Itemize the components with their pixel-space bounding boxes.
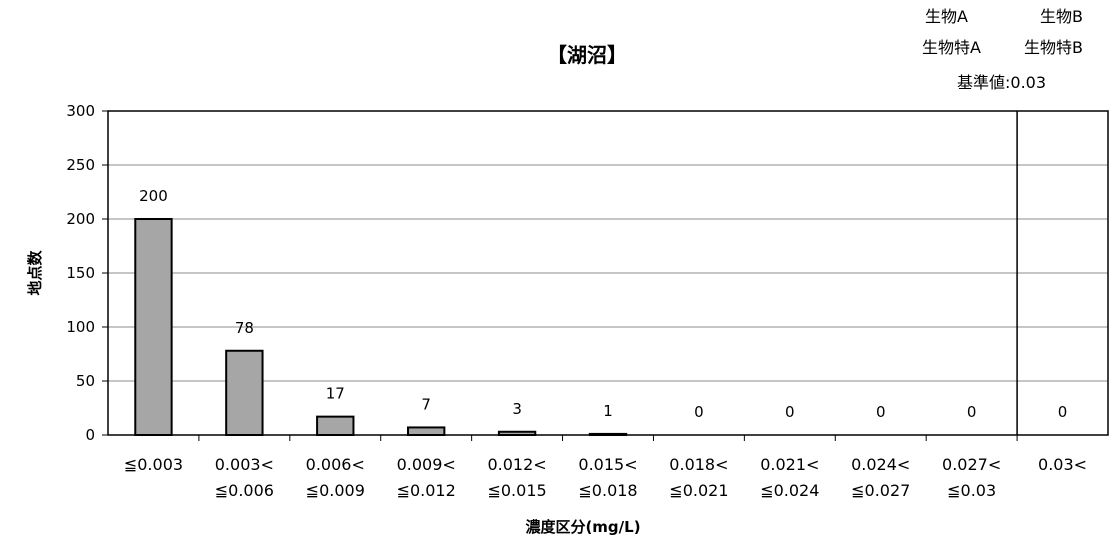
y-tick-label: 250 (66, 156, 95, 174)
x-tick-label: ≦0.03 (947, 481, 996, 500)
x-tick-label: ≦0.006 (215, 481, 274, 500)
x-tick-label: 0.018< (669, 455, 728, 474)
x-tick-label: 0.012< (487, 455, 546, 474)
x-tick-label: ≦0.012 (397, 481, 456, 500)
bar (134, 218, 173, 436)
x-tick-label: 0.021< (760, 455, 819, 474)
data-label: 78 (235, 319, 254, 337)
annotation-organism-b: 生物B (1040, 7, 1083, 26)
data-label: 0 (1058, 403, 1068, 421)
data-label: 7 (421, 395, 431, 413)
bar (316, 415, 355, 437)
data-label: 0 (694, 403, 704, 421)
y-tick-label: 50 (76, 372, 95, 390)
bar (225, 349, 264, 437)
standard-annotation: 生物A 生物B 生物特A 生物特B 基準値:0.03 (922, 7, 1083, 92)
y-tick-label: 100 (66, 318, 95, 336)
bars (134, 218, 628, 437)
data-label: 0 (785, 403, 795, 421)
x-axis-label: 濃度区分(mg/L) (525, 518, 640, 536)
plot-area-border (107, 110, 1109, 436)
x-tick-label: 0.003< (215, 455, 274, 474)
data-label: 0 (967, 403, 977, 421)
data-label: 0 (876, 403, 886, 421)
x-tick-label: 0.024< (851, 455, 910, 474)
x-tick-label: 0.006< (306, 455, 365, 474)
x-tick-label: ≦0.009 (306, 481, 365, 500)
plot-frame (107, 110, 1109, 436)
y-tick-label: 150 (66, 264, 95, 282)
y-tick-label: 0 (85, 426, 95, 444)
data-label: 17 (326, 385, 345, 403)
data-label: 200 (139, 187, 168, 205)
y-axis-label: 地点数 (26, 250, 44, 296)
annotation-organism-a: 生物A (925, 7, 968, 26)
x-tick-label: ≦0.015 (487, 481, 546, 500)
y-tick-label: 300 (66, 102, 95, 120)
annotation-organism-special-b: 生物特B (1024, 38, 1083, 57)
x-tick-label: 0.009< (397, 455, 456, 474)
gridlines (108, 110, 1108, 382)
x-tick-label: ≦0.003 (124, 455, 183, 474)
data-label: 3 (512, 400, 522, 418)
x-tick-label: 0.015< (578, 455, 637, 474)
x-tick-label: ≦0.021 (669, 481, 728, 500)
data-labels: 200 78 17 7 3 1 0 0 0 0 0 (139, 187, 1067, 421)
annotation-standard-value: 基準値:0.03 (957, 73, 1046, 92)
x-tick-label: ≦0.027 (851, 481, 910, 500)
bar (407, 426, 446, 437)
annotation-organism-special-a: 生物特A (922, 38, 981, 57)
x-tick-label: ≦0.024 (760, 481, 819, 500)
chart-title: 【湖沼】 (547, 43, 627, 67)
x-tick-label: 0.03< (1038, 455, 1087, 474)
x-tick-label: ≦0.018 (578, 481, 637, 500)
x-tick-label: 0.027< (942, 455, 1001, 474)
y-axis-ticks: 0 50 100 150 200 250 300 (66, 102, 108, 444)
data-label: 1 (603, 402, 613, 420)
x-axis-ticks: ≦0.003 0.003< ≦0.006 0.006< ≦0.009 0.009< ≦0.0… (124, 435, 1087, 500)
y-tick-label: 200 (66, 210, 95, 228)
